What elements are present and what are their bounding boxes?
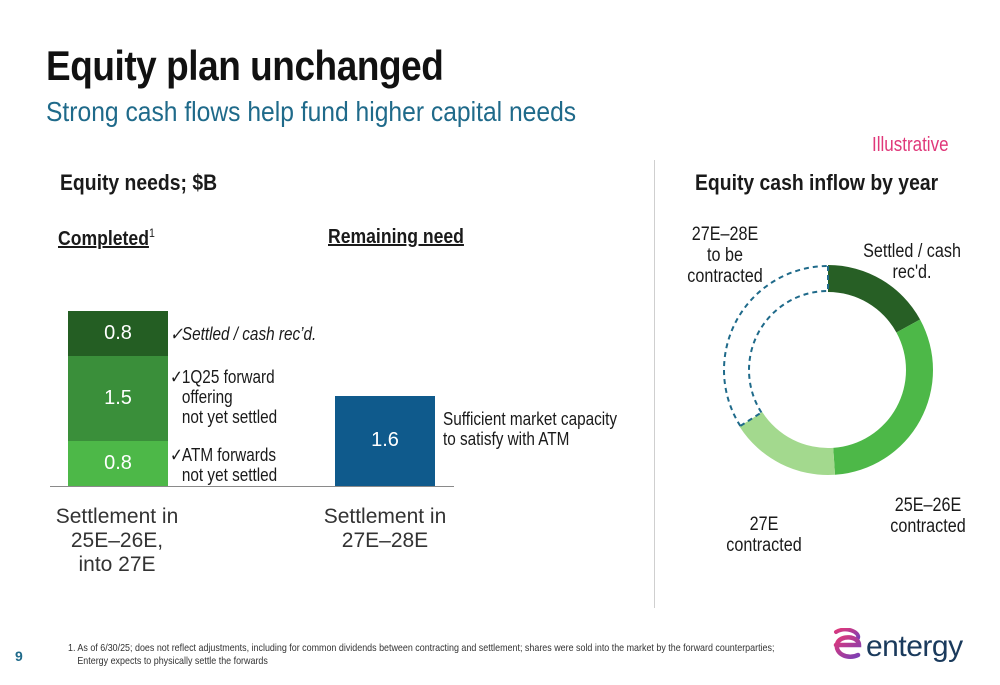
x-label-bar2: Settlement in 27E–28E (313, 505, 457, 553)
footnote-line1: 1. As of 6/30/25; does not reflect adjus… (68, 642, 775, 654)
label-tbc-line2: to be (707, 245, 743, 266)
x-axis-line (50, 486, 454, 487)
label-tbc-line3: contracted (687, 266, 763, 287)
entergy-logo-text: entergy (866, 630, 963, 663)
note-remaining-line1: Sufficient market capacity (443, 409, 618, 429)
label-27-line2: contracted (726, 535, 802, 556)
label-25-26-contracted: 25E–26E contracted (886, 495, 971, 537)
check-icon: ✓ (170, 445, 183, 465)
page-title: Equity plan unchanged (46, 42, 444, 89)
note-remaining-line2: to satisfy with ATM (443, 429, 570, 449)
note-forward-line3: not yet settled (181, 407, 278, 427)
bar-data-label: 1.6 (371, 429, 399, 452)
equity-needs-heading: Equity needs; $B (60, 170, 218, 195)
bar-segment: 1.5 (68, 356, 168, 441)
x-label-bar1-line2: 25E–26E, (70, 529, 164, 552)
note-settled: ✓Settled / cash rec’d. (170, 324, 316, 344)
donut-chart (723, 265, 933, 475)
completed-label: Completed (58, 228, 149, 250)
label-2526-line2: contracted (890, 516, 966, 537)
x-label-bar1-line3: into 27E (78, 553, 156, 576)
cash-inflow-heading: Equity cash inflow by year (695, 170, 939, 195)
note-settled-text: Settled / cash rec’d. (181, 324, 317, 344)
bar-segment: 1.6 (335, 395, 435, 486)
check-icon: ✓ (170, 367, 183, 387)
donut-slice-dashed (723, 265, 829, 427)
x-label-bar1-line1: Settlement in (55, 505, 179, 528)
bar-data-label: 0.8 (104, 451, 132, 474)
label-settled-line1: Settled / cash (863, 241, 961, 262)
section-divider (654, 160, 655, 608)
note-forward: ✓1Q25 forward offering not yet settled (170, 367, 277, 427)
label-tbc-line1: 27E–28E (691, 224, 759, 245)
bar-segment: 0.8 (68, 310, 168, 357)
bar-data-label: 0.8 (104, 321, 132, 344)
note-atm-line2: not yet settled (181, 465, 278, 485)
completed-footnote-ref: 1 (148, 226, 155, 240)
label-27-line1: 27E (749, 514, 779, 535)
bar-data-label: 1.5 (104, 386, 132, 409)
donut-slice (828, 265, 921, 333)
label-2526-line1: 25E–26E (894, 495, 962, 516)
x-label-bar2-line2: 27E–28E (341, 529, 429, 552)
note-atm: ✓ATM forwards not yet settled (170, 445, 277, 485)
note-forward-line2: offering (181, 387, 233, 407)
label-settled-line2: rec'd. (892, 262, 932, 283)
label-27-contracted: 27E contracted (723, 514, 805, 556)
entergy-logo-icon (833, 628, 862, 660)
illustrative-label: Illustrative (872, 134, 949, 156)
bar-segment: 0.8 (68, 440, 168, 486)
completed-heading: Completed1 (58, 226, 155, 251)
label-settled: Settled / cash rec'd. (861, 241, 963, 283)
remaining-heading: Remaining need (328, 226, 464, 248)
page-number: 9 (15, 648, 23, 664)
note-atm-line1: ATM forwards (181, 445, 276, 465)
donut-slice (739, 411, 836, 475)
donut-slice (833, 319, 933, 475)
note-remaining: Sufficient market capacity to satisfy wi… (443, 409, 617, 449)
footnote: 1. As of 6/30/25; does not reflect adjus… (68, 642, 774, 668)
label-to-be-contracted: 27E–28E to be contracted (678, 224, 772, 287)
footnote-line2: Entergy expects to physically settle the… (77, 655, 268, 667)
x-label-bar1: Settlement in 25E–26E, into 27E (45, 505, 189, 577)
check-icon: ✓ (170, 324, 183, 344)
page-subtitle: Strong cash flows help fund higher capit… (46, 96, 577, 127)
note-forward-line1: 1Q25 forward (181, 367, 275, 387)
x-label-bar2-line1: Settlement in (323, 505, 447, 528)
